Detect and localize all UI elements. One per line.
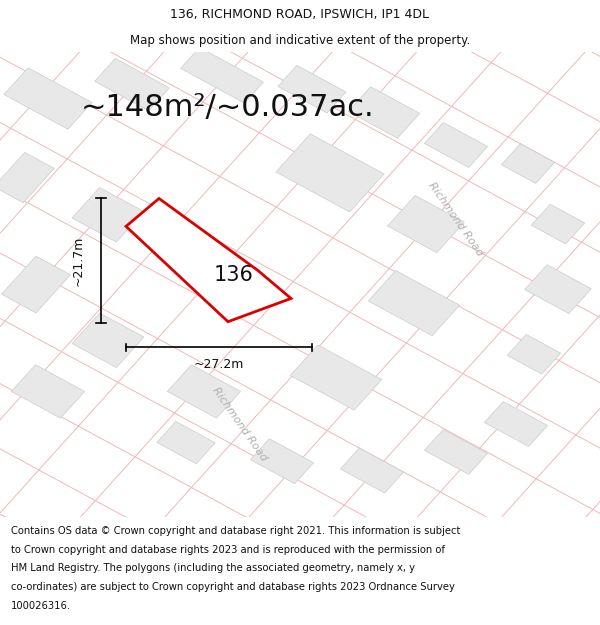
Text: to Crown copyright and database rights 2023 and is reproduced with the permissio: to Crown copyright and database rights 2… (11, 544, 445, 554)
Polygon shape (4, 68, 92, 129)
Polygon shape (484, 401, 548, 446)
Text: 100026316.: 100026316. (11, 601, 71, 611)
Polygon shape (2, 256, 70, 313)
Polygon shape (95, 59, 169, 111)
Polygon shape (368, 271, 460, 336)
Polygon shape (11, 365, 85, 418)
Text: Map shows position and indicative extent of the property.: Map shows position and indicative extent… (130, 34, 470, 47)
Text: Richmond Road: Richmond Road (211, 385, 269, 462)
Polygon shape (532, 204, 584, 244)
Polygon shape (278, 66, 346, 113)
Polygon shape (508, 334, 560, 374)
Polygon shape (524, 265, 592, 314)
Polygon shape (502, 144, 554, 183)
Polygon shape (250, 439, 314, 484)
Polygon shape (181, 48, 263, 103)
Polygon shape (348, 87, 420, 138)
Text: 136: 136 (214, 265, 254, 285)
Polygon shape (340, 448, 404, 493)
Polygon shape (72, 313, 144, 368)
Text: ~21.7m: ~21.7m (71, 236, 85, 286)
Polygon shape (424, 122, 488, 168)
Polygon shape (276, 134, 384, 212)
Text: ~148m²/~0.037ac.: ~148m²/~0.037ac. (81, 93, 375, 122)
Text: Richmond Road: Richmond Road (427, 181, 485, 258)
Polygon shape (290, 345, 382, 410)
Polygon shape (388, 196, 464, 252)
Polygon shape (157, 421, 215, 464)
Text: ~27.2m: ~27.2m (194, 359, 244, 371)
Polygon shape (0, 152, 54, 202)
Polygon shape (126, 199, 291, 322)
Text: co-ordinates) are subject to Crown copyright and database rights 2023 Ordnance S: co-ordinates) are subject to Crown copyr… (11, 582, 455, 592)
Text: HM Land Registry. The polygons (including the associated geometry, namely x, y: HM Land Registry. The polygons (includin… (11, 564, 415, 574)
Polygon shape (424, 429, 488, 474)
Text: 136, RICHMOND ROAD, IPSWICH, IP1 4DL: 136, RICHMOND ROAD, IPSWICH, IP1 4DL (170, 8, 430, 21)
Polygon shape (167, 365, 241, 418)
Text: Contains OS data © Crown copyright and database right 2021. This information is : Contains OS data © Crown copyright and d… (11, 526, 460, 536)
Polygon shape (72, 188, 144, 242)
